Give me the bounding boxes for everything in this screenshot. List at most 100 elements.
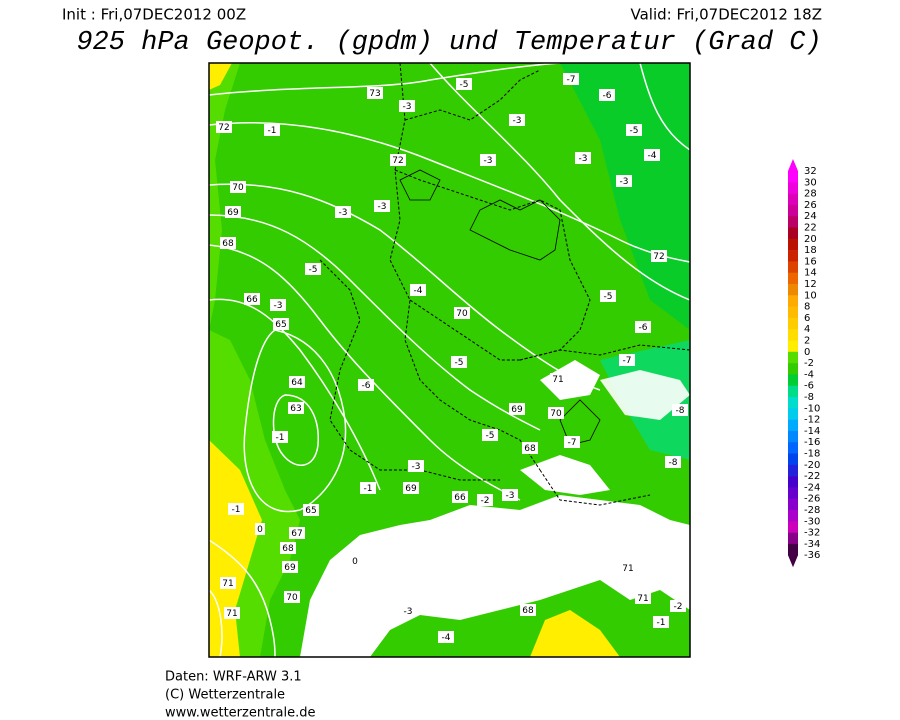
contour-label: -1 [276, 433, 285, 443]
contour-label: -5 [630, 126, 639, 136]
contour-label: 0 [352, 557, 358, 567]
contour-label-box [230, 181, 246, 193]
contour-label-box [563, 73, 579, 85]
colorbar-label: -36 [804, 550, 820, 561]
colorbar-band [788, 453, 798, 466]
contour-label-box [509, 403, 525, 415]
colorbar-label: 24 [804, 211, 817, 222]
colorbar-label: 18 [804, 245, 817, 256]
colorbar-label: 14 [804, 268, 817, 279]
colorbar-label: -4 [804, 369, 814, 380]
contour-label-box [635, 592, 651, 604]
contour-label: -7 [568, 438, 577, 448]
alpine-blank [300, 495, 690, 657]
colorbar-band [788, 510, 798, 522]
contour-label: 72 [218, 123, 229, 133]
contour-label: 63 [290, 404, 301, 414]
colorbar-label: 30 [804, 177, 817, 188]
warm-zone [209, 440, 262, 657]
colorbar-band [788, 284, 798, 296]
contour-label: 71 [226, 609, 237, 619]
contour-label: -3 [579, 154, 588, 164]
colorbar-band [788, 340, 798, 353]
contour-label: -4 [414, 286, 423, 296]
contour-label-box [280, 542, 296, 554]
contour-label: -8 [676, 406, 685, 416]
colorbar-band [788, 171, 798, 183]
contour-label: -3 [412, 462, 421, 472]
map-title: 925 hPa Geopot. (gpdm) und Temperatur (G… [76, 28, 821, 58]
map-frame [208, 62, 691, 658]
colorbar-label: 26 [804, 200, 817, 211]
contour-label-box [482, 429, 498, 441]
contour-label: 66 [246, 295, 258, 305]
colorbar-label: -30 [804, 516, 820, 527]
colorbar-band [788, 295, 798, 307]
contour-label-box [289, 527, 305, 539]
contour-label-box [270, 299, 286, 311]
contour-label: -8 [669, 458, 678, 468]
colorbar: 32302826242220181614121086420-2-4-6-8-10… [788, 159, 820, 568]
contour-label: -3 [484, 156, 493, 166]
valid-time: Valid: Fri,07DEC2012 18Z [631, 6, 823, 24]
colorbar-label: -28 [804, 505, 820, 516]
contour-label-box [282, 561, 298, 573]
contour-label-box [600, 290, 616, 302]
data-source: Daten: WRF-ARW 3.1 [165, 670, 302, 685]
colorbar-band [788, 442, 798, 454]
contour-label-box [653, 616, 669, 628]
contour-label-box [620, 562, 636, 574]
contour-label: 65 [275, 320, 286, 330]
colorbar-band [788, 317, 798, 330]
contour-label-box [220, 577, 236, 589]
contour-label-box [367, 87, 383, 99]
contour-label-box [599, 89, 615, 101]
contour-label-box [220, 237, 236, 249]
contour-label-box [644, 149, 660, 161]
contour-label-box [350, 555, 360, 567]
colorbar-label: 22 [804, 223, 817, 234]
contour-label: 72 [392, 156, 403, 166]
colorbar-label: -16 [804, 437, 820, 448]
colorbar-label: -20 [804, 460, 820, 471]
colorbar-label: -34 [804, 539, 820, 550]
colorbar-label: 16 [804, 256, 817, 267]
contour-label: -3 [404, 607, 413, 617]
contour-label-box [564, 436, 580, 448]
colorbar-band [788, 306, 798, 319]
contour-label: -1 [232, 505, 241, 515]
contour-label: -7 [567, 75, 576, 85]
colorbar-label: -2 [804, 358, 814, 369]
contour-label-box [520, 604, 536, 616]
contour-label: -5 [604, 292, 613, 302]
contour-label: -6 [362, 381, 371, 391]
colorbar-band [788, 227, 798, 240]
colorbar-band [788, 261, 798, 273]
contour-label: 71 [637, 594, 648, 604]
contour-label-box [408, 460, 424, 472]
contour-label: 70 [550, 409, 562, 419]
contour-label-box [548, 407, 564, 419]
colorbar-label: -8 [804, 392, 814, 403]
alpine-blank [540, 360, 600, 400]
colorbar-band [788, 419, 798, 432]
contour-label: -4 [442, 633, 451, 643]
contour-label-box [480, 154, 496, 166]
contour-label-box [272, 431, 288, 443]
contour-label: -3 [513, 116, 522, 126]
contour-label: -5 [455, 358, 464, 368]
contour-label: -3 [506, 491, 515, 501]
contour-label-box [224, 607, 240, 619]
contour-label: 65 [305, 506, 316, 516]
colorbar-label: -6 [804, 381, 814, 392]
colorbar-band [788, 329, 798, 341]
colorbar-band [788, 498, 798, 511]
colorbar-label: -14 [804, 426, 820, 437]
colorbar-label: -22 [804, 471, 820, 482]
contour-label: -6 [639, 323, 648, 333]
colorbar-band [788, 363, 798, 375]
contour-label-box [651, 250, 667, 262]
colorbar-label: 32 [804, 166, 817, 177]
colorbar-band [788, 385, 798, 398]
